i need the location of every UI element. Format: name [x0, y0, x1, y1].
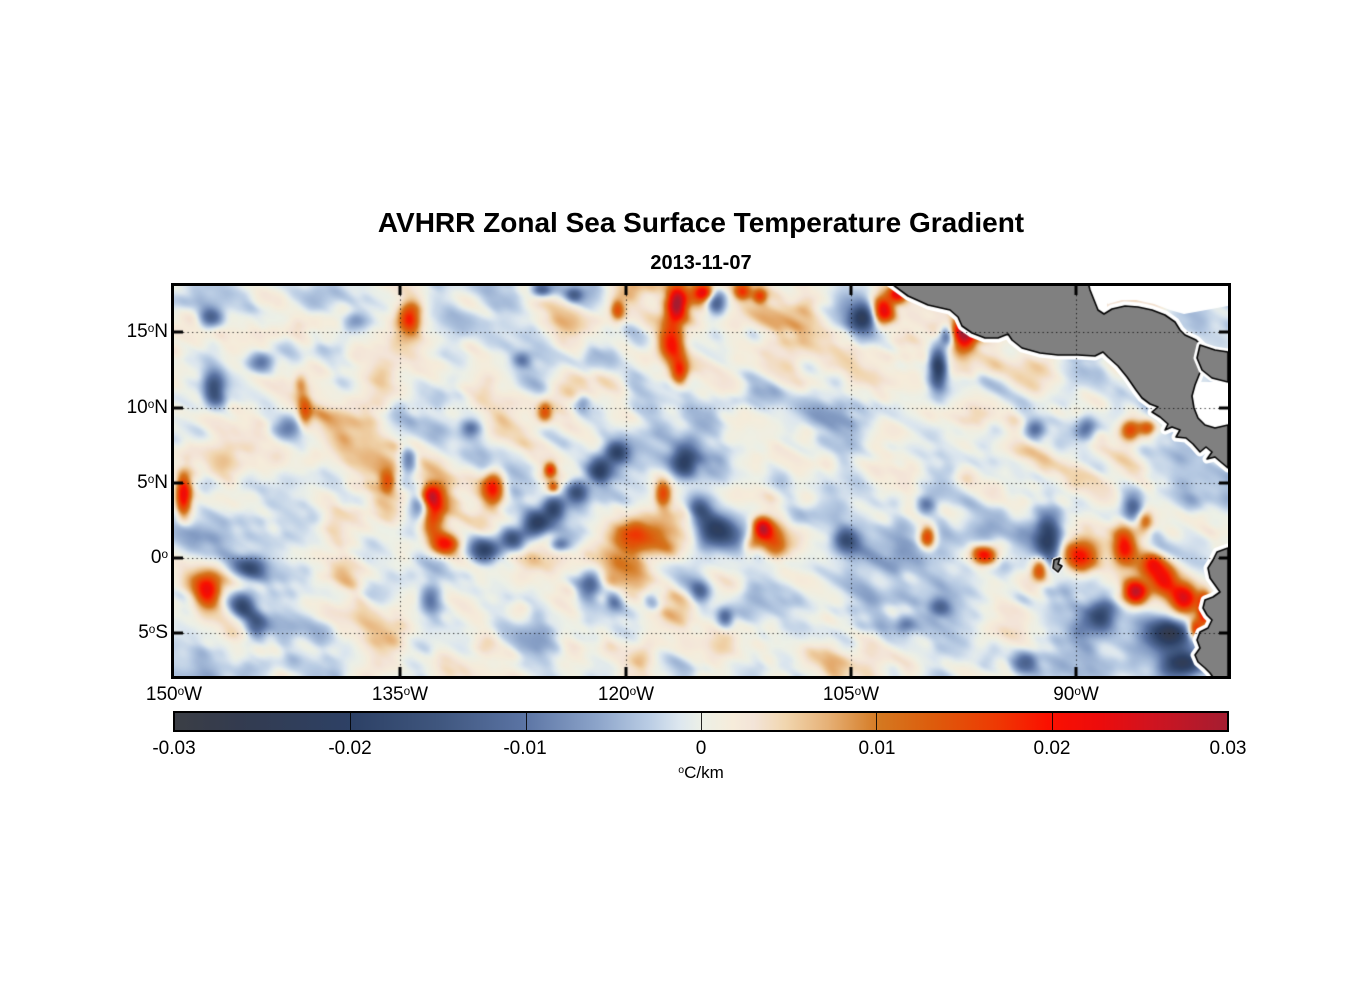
x-tick-label-135w: 135oW [371, 684, 429, 705]
plot-title: AVHRR Zonal Sea Surface Temperature Grad… [377, 207, 1025, 238]
map-plot [171, 283, 1231, 679]
colorbar-tick [701, 713, 702, 730]
colorbar-tick [525, 713, 527, 730]
colorbar-label-002: 0.02 [1033, 738, 1071, 759]
x-tick-label-90w: 90oW [1053, 684, 1099, 705]
plot-date-subtitle: 2013-11-07 [650, 252, 752, 274]
colorbar [173, 711, 1229, 732]
colorbar-label-neg001: -0.01 [503, 738, 547, 759]
y-tick-label-15n: 15oN [126, 321, 168, 342]
colorbar-unit-label: oC/km [678, 763, 724, 782]
colorbar-label-003: 0.03 [1209, 738, 1247, 759]
colorbar-label-001: 0.01 [858, 738, 896, 759]
sst-gradient-heatmap-canvas [174, 286, 1228, 676]
y-tick-label-10n: 10oN [126, 397, 168, 418]
colorbar-label-neg003: -0.03 [152, 738, 196, 759]
x-tick-label-120w: 120oW [597, 684, 655, 705]
colorbar-tick [876, 713, 878, 730]
colorbar-label-neg002: -0.02 [328, 738, 372, 759]
x-tick-label-150w: 150oW [145, 684, 203, 705]
colorbar-tick [350, 713, 352, 730]
y-tick-label-5n: 5oN [137, 472, 168, 493]
colorbar-label-zero: 0 [695, 738, 707, 759]
y-tick-label-0: 0o [150, 547, 168, 568]
colorbar-tick [1051, 713, 1053, 730]
x-tick-label-105w: 105oW [822, 684, 880, 705]
y-tick-label-5s: 5oS [138, 622, 168, 643]
